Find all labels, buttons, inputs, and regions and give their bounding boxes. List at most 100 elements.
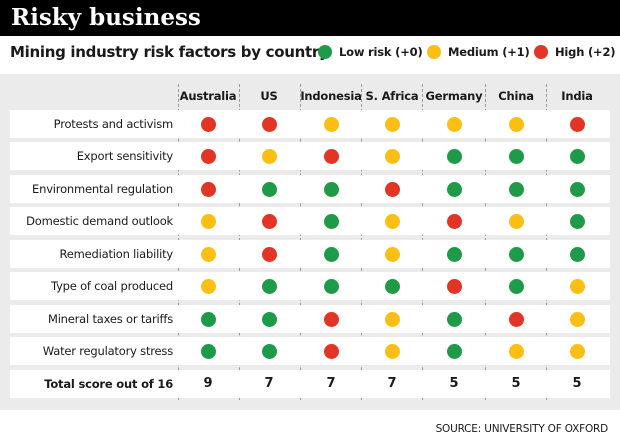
column-header-indonesia: Indonesia: [300, 89, 362, 103]
column-header-germany: Germany: [425, 89, 483, 103]
legend-medium-dot: [427, 45, 441, 59]
legend-high-label: High (+2): [555, 45, 616, 59]
table-row: Environmental regulation: [10, 175, 610, 203]
legend-low-dot: [318, 45, 332, 59]
risk-dot-high: [323, 344, 339, 359]
chart-subtitle: Mining industry risk factors by country: [10, 43, 329, 61]
risk-dot-high: [261, 117, 277, 132]
risk-dot-medium: [384, 247, 400, 262]
table-row: Export sensitivity: [10, 142, 610, 170]
risk-dot-medium: [384, 117, 400, 132]
risk-dot-medium: [261, 149, 277, 164]
risk-dot-low: [384, 279, 400, 294]
risk-dot-medium: [508, 117, 524, 132]
risk-dot-medium: [508, 344, 524, 359]
total-score: 5: [572, 376, 582, 391]
risk-dot-low: [261, 344, 277, 359]
risk-dot-medium: [569, 279, 585, 294]
table-row: Remediation liability: [10, 240, 610, 268]
column-header-australia: Australia: [179, 89, 237, 103]
total-score: 7: [387, 376, 397, 391]
risk-dot-low: [446, 312, 462, 327]
risk-dot-high: [508, 312, 524, 327]
risk-dot-medium: [384, 344, 400, 359]
row-label: Type of coal produced: [51, 279, 173, 293]
column-header-us: US: [260, 89, 278, 103]
legend-low-label: Low risk (+0): [339, 45, 423, 59]
legend-low: Low risk (+0): [318, 43, 423, 61]
risk-dot-low: [323, 247, 339, 262]
risk-dot-low: [446, 344, 462, 359]
risk-dot-medium: [200, 279, 216, 294]
risk-dot-low: [569, 182, 585, 197]
row-label: Water regulatory stress: [42, 344, 173, 358]
row-label: Domestic demand outlook: [26, 214, 173, 228]
chart-title: Risky business: [11, 4, 201, 31]
total-score: 5: [449, 376, 459, 391]
column-header-india: India: [561, 89, 593, 103]
risk-dot-low: [261, 312, 277, 327]
legend-high: High (+2): [534, 43, 616, 61]
total-score: 5: [511, 376, 521, 391]
risk-dot-high: [323, 149, 339, 164]
risk-dot-low: [508, 149, 524, 164]
table-row: Mineral taxes or tariffs: [10, 305, 610, 333]
legend-high-dot: [534, 45, 548, 59]
row-label: Remediation liability: [59, 247, 174, 261]
risk-dot-low: [323, 214, 339, 229]
risk-dot-high: [261, 247, 277, 262]
table-row: Domestic demand outlook: [10, 207, 610, 235]
risk-dot-low: [323, 182, 339, 197]
risk-dot-high: [446, 279, 462, 294]
risk-dot-low: [569, 149, 585, 164]
risk-dot-high: [446, 214, 462, 229]
risk-dot-medium: [446, 117, 462, 132]
total-label: Total score out of 16: [44, 377, 173, 391]
risk-dot-low: [446, 247, 462, 262]
legend-medium-label: Medium (+1): [448, 45, 530, 59]
column-header-s-africa: S. Africa: [365, 89, 419, 103]
table-row: Type of coal produced: [10, 272, 610, 300]
risk-dot-low: [261, 182, 277, 197]
risk-dot-low: [508, 182, 524, 197]
risk-dot-high: [384, 182, 400, 197]
risk-dot-low: [446, 149, 462, 164]
risk-dot-medium: [508, 214, 524, 229]
table-row: Water regulatory stress: [10, 337, 610, 365]
risk-dot-low: [569, 214, 585, 229]
row-label: Protests and activism: [53, 117, 174, 131]
risk-dot-medium: [569, 312, 585, 327]
risk-dot-high: [323, 312, 339, 327]
risk-dot-low: [261, 279, 277, 294]
risk-dot-low: [200, 344, 216, 359]
legend-medium: Medium (+1): [427, 43, 530, 61]
total-row: Total score out of 16 9 7 7 7 5 5 5: [10, 370, 610, 398]
risk-dot-high: [569, 117, 585, 132]
total-score: 7: [326, 376, 336, 391]
risk-dot-medium: [200, 214, 216, 229]
risk-dot-low: [446, 182, 462, 197]
risk-dot-medium: [384, 312, 400, 327]
risk-dot-low: [508, 247, 524, 262]
risk-dot-high: [200, 182, 216, 197]
risk-dot-high: [261, 214, 277, 229]
column-header-china: China: [498, 89, 534, 103]
table-row: Protests and activism: [10, 110, 610, 138]
total-score: 9: [203, 376, 213, 391]
risk-dot-low: [569, 247, 585, 262]
source-note: SOURCE: UNIVERSITY OF OXFORD: [435, 423, 609, 435]
row-label: Mineral taxes or tariffs: [47, 312, 173, 326]
risk-dot-medium: [569, 344, 585, 359]
risk-dot-low: [508, 279, 524, 294]
risk-dot-medium: [323, 117, 339, 132]
title-bar: Risky business: [0, 0, 620, 36]
total-score: 7: [264, 376, 274, 391]
risk-dot-high: [200, 149, 216, 164]
row-label: Export sensitivity: [76, 149, 173, 163]
risk-dot-medium: [384, 214, 400, 229]
risk-dot-low: [200, 312, 216, 327]
risk-dot-low: [323, 279, 339, 294]
row-label: Environmental regulation: [32, 182, 173, 196]
risk-dot-medium: [384, 149, 400, 164]
risk-dot-medium: [200, 247, 216, 262]
